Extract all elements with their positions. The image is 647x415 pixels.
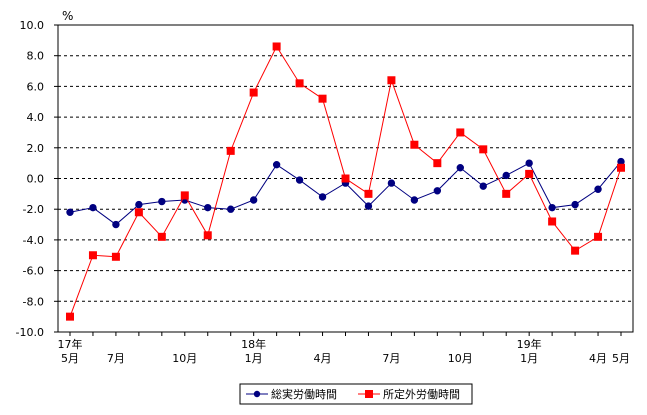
data-point <box>571 200 579 209</box>
data-point <box>594 185 602 193</box>
y-tick-label: 8.0 <box>27 50 45 63</box>
x-tick-label-month: 5月 <box>612 352 630 365</box>
data-point <box>272 42 281 51</box>
data-point <box>88 251 97 260</box>
data-point <box>134 208 143 217</box>
legend-label: 総実労働時間 <box>271 387 337 401</box>
x-tick-label-year: 17年 <box>58 337 83 351</box>
x-tick-label-year: 19年 <box>517 337 542 351</box>
x-tick-label-month: 4月 <box>589 352 607 365</box>
legend-label: 所定外労働時間 <box>383 387 460 401</box>
data-point <box>111 252 120 261</box>
data-point <box>479 145 488 154</box>
axes <box>54 24 634 336</box>
x-tick-label-month: 5月 <box>61 352 79 365</box>
data-point <box>433 159 442 168</box>
data-point <box>594 232 603 241</box>
series-1 <box>66 157 625 229</box>
data-point <box>410 196 419 204</box>
data-point <box>364 189 373 198</box>
series-2 <box>66 42 625 321</box>
y-tick-label: -6.0 <box>23 265 44 278</box>
x-tick-label-month: 10月 <box>448 352 473 365</box>
data-point <box>525 169 534 178</box>
data-point <box>318 94 327 103</box>
y-tick-label: -10.0 <box>16 326 44 339</box>
data-point <box>364 202 373 210</box>
data-point <box>204 203 212 212</box>
data-point <box>502 189 511 198</box>
legend-box <box>239 383 473 405</box>
data-point <box>295 79 304 88</box>
data-point <box>456 128 465 137</box>
data-point <box>272 160 281 169</box>
data-point <box>66 208 74 216</box>
y-tick-label: -4.0 <box>23 234 44 247</box>
data-point <box>341 174 350 183</box>
x-tick-label-month: 7月 <box>107 352 125 365</box>
legend-item: 総実労働時間 <box>246 387 337 401</box>
data-point <box>571 246 580 255</box>
data-point <box>112 220 120 229</box>
data-point <box>502 171 510 180</box>
data-point <box>433 187 442 195</box>
data-point <box>158 197 166 206</box>
y-tick-label: 0.0 <box>27 173 45 186</box>
data-point <box>387 179 396 187</box>
y-tick-label: -2.0 <box>23 203 44 216</box>
data-point <box>89 203 97 212</box>
data-point <box>387 76 396 85</box>
data-point <box>617 163 625 172</box>
data-point <box>318 193 327 201</box>
x-tick-label-month: 4月 <box>314 352 332 365</box>
x-tick-label-month: 10月 <box>172 352 197 365</box>
x-tick-label-month: 1月 <box>520 352 538 365</box>
y-tick-label: -8.0 <box>23 295 44 308</box>
data-point <box>548 217 557 226</box>
y-tick-label: 4.0 <box>27 111 45 124</box>
legend-marker <box>365 390 373 398</box>
data-point <box>479 182 487 190</box>
data-point <box>203 231 212 240</box>
data-point <box>548 203 556 212</box>
data-point <box>249 88 258 97</box>
y-unit-label: % <box>62 9 73 23</box>
data-point <box>410 140 419 149</box>
data-point <box>249 196 258 204</box>
data-point <box>180 191 189 200</box>
data-point <box>66 312 74 321</box>
data-point <box>295 176 304 184</box>
legend-marker <box>253 390 261 398</box>
data-point <box>525 159 533 167</box>
data-point <box>157 232 166 241</box>
data-point <box>135 200 143 209</box>
y-tick-labels: 10.0 8.0 6.0 4.0 2.0 0.0 -2.0 -4.0 -6.0 -8.0 -10.0 <box>16 19 44 339</box>
data-point <box>226 146 235 155</box>
y-tick-label: 10.0 <box>20 19 45 32</box>
legend: 総実労働時間 所定外労働時間 <box>239 383 473 405</box>
data-point <box>227 205 235 213</box>
series-group <box>66 42 625 321</box>
data-point <box>456 164 464 172</box>
x-tick-label-month: 7月 <box>382 352 400 365</box>
x-tick-label-year: 18年 <box>241 337 266 351</box>
x-tick-label-month: 1月 <box>245 352 263 365</box>
y-tick-label: 2.0 <box>27 142 45 155</box>
y-tick-label: 6.0 <box>27 80 45 93</box>
legend-item: 所定外労働時間 <box>358 387 460 401</box>
